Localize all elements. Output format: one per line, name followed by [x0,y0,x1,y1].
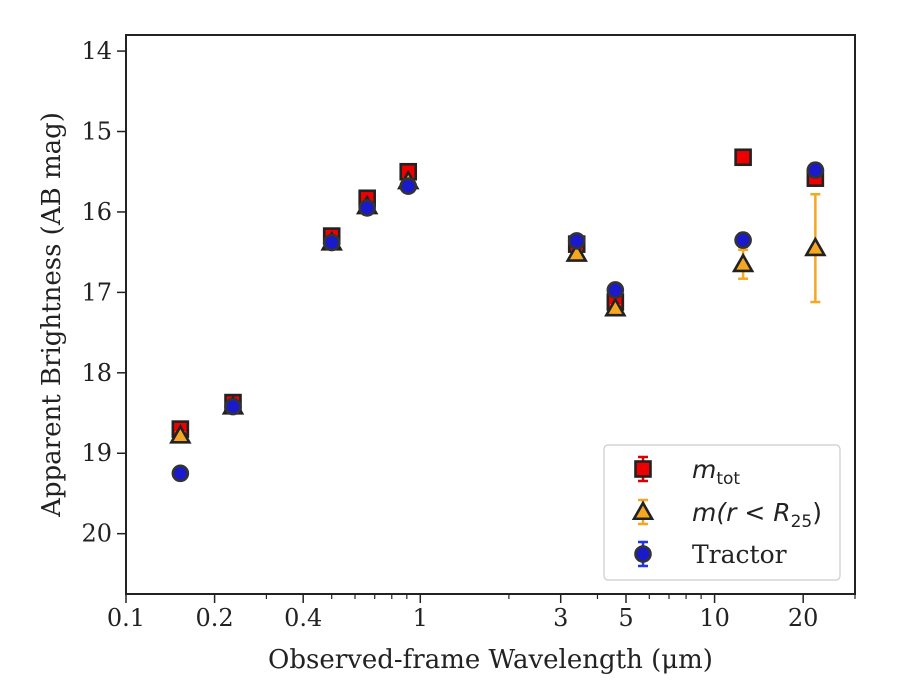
data-point [224,397,242,416]
axis-ticks: 0.1 0.2 0.4 1 3 5 10 20 14 15 16 17 18 19 20 [81,37,856,632]
legend-label: mtot [692,455,740,489]
y-tick-label: 19 [81,439,112,467]
series-1 [169,169,827,444]
data-point [734,148,752,167]
data-points [169,148,827,483]
data-point [399,177,418,196]
series-2 [171,161,825,483]
x-tick-label: 5 [618,604,633,632]
data-point [734,231,752,249]
data-point [322,233,341,252]
data-point [169,423,192,444]
legend-marker-square [634,460,652,478]
x-tick-label: 0.2 [196,604,234,632]
x-tick-label: 0.1 [107,604,145,632]
plot-frame [125,34,856,595]
y-tick-label: 18 [81,359,112,387]
x-tick-label: 3 [553,604,568,632]
y-tick-label: 14 [81,37,112,65]
legend-marker-triangle [631,500,655,521]
data-point [604,296,627,317]
legend-label: m(r < R25) [692,498,822,532]
x-axis-label: Observed-frame Wavelength (μm) [268,645,713,675]
x-tick-label: 10 [699,604,730,632]
x-tick-label: 20 [788,604,819,632]
y-tick-label: 20 [81,520,112,548]
x-tick-label: 1 [413,604,428,632]
legend-label: Tractor [692,540,787,569]
data-point [171,464,190,483]
series-0 [171,148,825,438]
y-tick-label: 16 [81,198,112,226]
data-point [804,236,827,257]
data-point [606,281,625,299]
data-point [731,252,755,273]
x-tick-label: 0.4 [284,604,322,632]
data-point [565,242,588,262]
legend: mtot m(r < R25) Tractor [603,444,841,581]
data-point [806,161,825,179]
data-point [358,199,376,217]
y-axis-label: Apparent Brightness (AB mag) [37,112,67,518]
legend-box [603,444,841,581]
y-tick-label: 17 [81,278,112,306]
y-tick-label: 15 [81,118,112,146]
data-point [567,232,586,250]
legend-marker-circle [634,545,652,563]
